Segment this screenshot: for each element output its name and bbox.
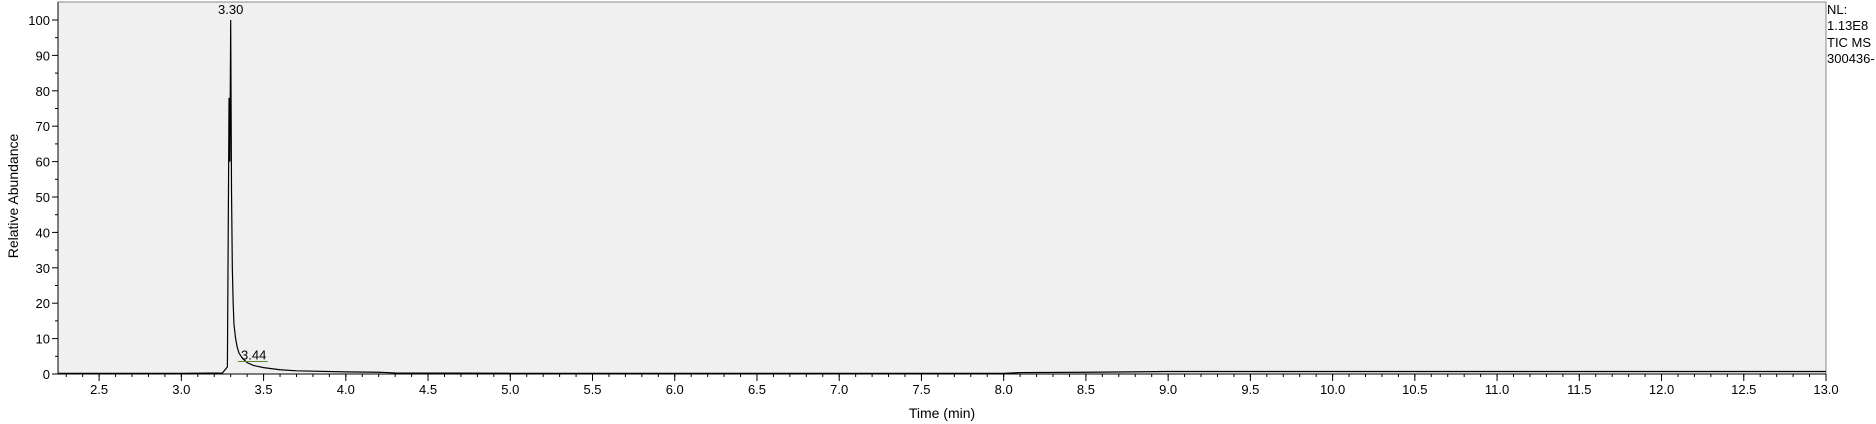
x-tick-label: 7.5 (912, 382, 930, 397)
x-tick-label: 4.5 (419, 382, 437, 397)
y-tick-label: 90 (36, 48, 50, 63)
x-tick-label: 8.0 (995, 382, 1013, 397)
x-tick-label: 10.5 (1402, 382, 1427, 397)
peak-label: 3.30 (218, 2, 243, 17)
y-tick-label: 30 (36, 261, 50, 276)
y-axis-title: Relative Abundance (5, 134, 21, 259)
x-tick-label: 11.5 (1567, 382, 1591, 397)
x-tick-label: 8.5 (1077, 382, 1095, 397)
x-tick-label: 3.5 (255, 382, 273, 397)
y-tick-label: 60 (36, 155, 50, 170)
peak-labels: 3.30 3.44 (218, 2, 268, 363)
tic-trace-line (58, 19, 1826, 374)
y-tick-label: 100 (28, 13, 50, 28)
x-tick-label: 6.5 (748, 382, 766, 397)
info-line-scan-filter: TIC MS (1827, 35, 1871, 50)
y-tick-label: 80 (36, 84, 50, 99)
x-tick-label: 5.0 (501, 382, 519, 397)
y-tick-label: 0 (43, 367, 50, 382)
y-tick-label: 70 (36, 119, 50, 134)
x-tick-label: 10.0 (1320, 382, 1345, 397)
y-tick-label: 50 (36, 190, 50, 205)
x-axis-title: Time (min) (909, 405, 975, 421)
x-tick-label: 12.5 (1731, 382, 1756, 397)
x-tick-label: 11.0 (1485, 382, 1509, 397)
info-line-nl-value: 1.13E8 (1827, 18, 1868, 33)
y-tick-label: 40 (36, 225, 50, 240)
peak-label: 3.44 (241, 348, 266, 363)
x-axis: 2.5 3.0 3.5 4.0 4.5 5.0 5.5 6.0 6.5 7.0 7.5 8.0 8.5 9… (58, 373, 1839, 397)
x-tick-label: 9.0 (1159, 382, 1177, 397)
x-tick-label: 9.5 (1241, 382, 1259, 397)
y-tick-label: 10 (36, 332, 50, 347)
x-tick-label: 7.0 (830, 382, 848, 397)
x-tick-label: 5.5 (583, 382, 601, 397)
y-axis: 0 10 20 30 40 50 60 70 80 90 100 (28, 2, 59, 382)
x-tick-label: 13.0 (1813, 382, 1838, 397)
info-box: NL: 1.13E8 TIC MS 300436- (1827, 2, 1875, 66)
info-line-nl: NL: (1827, 2, 1847, 17)
y-tick-label: 20 (36, 296, 50, 311)
x-tick-label: 3.0 (172, 382, 190, 397)
x-tick-label: 12.0 (1649, 382, 1674, 397)
x-tick-label: 2.5 (90, 382, 108, 397)
info-line-file-name: 300436- (1827, 51, 1875, 66)
plot-area (57, 1, 1827, 375)
x-tick-label: 4.0 (337, 382, 355, 397)
x-tick-label: 6.0 (666, 382, 684, 397)
